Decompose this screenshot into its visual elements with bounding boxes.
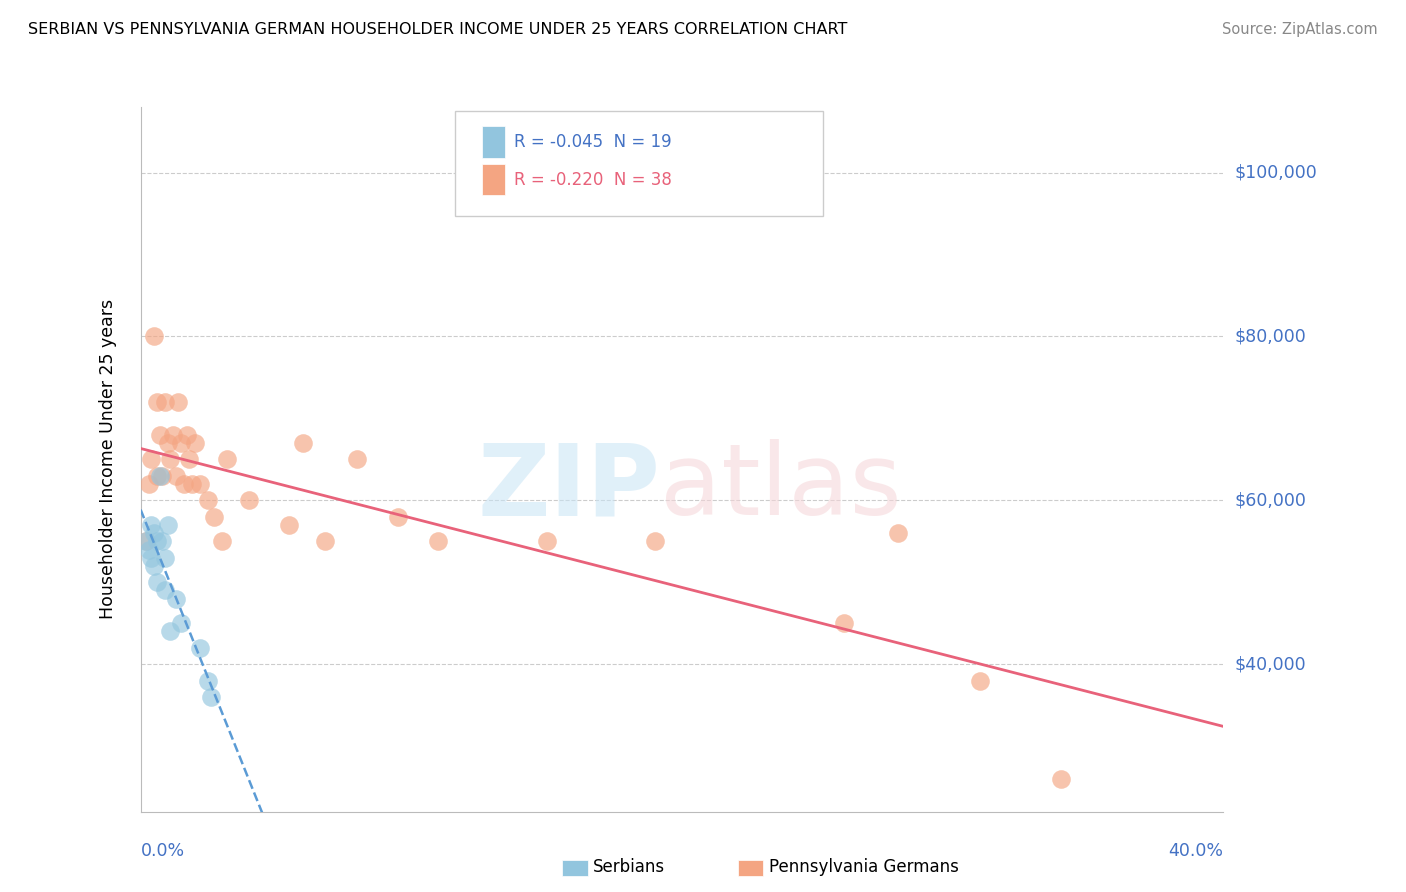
Point bbox=[200, 690, 222, 704]
Text: $80,000: $80,000 bbox=[1234, 327, 1306, 345]
Point bbox=[969, 673, 991, 688]
FancyBboxPatch shape bbox=[454, 111, 823, 216]
FancyBboxPatch shape bbox=[482, 127, 505, 158]
Text: R = -0.045  N = 19: R = -0.045 N = 19 bbox=[515, 133, 672, 152]
Point bbox=[138, 542, 160, 557]
Point bbox=[188, 640, 211, 655]
Point bbox=[292, 436, 315, 450]
Point bbox=[150, 468, 173, 483]
Point bbox=[165, 468, 187, 483]
Text: $40,000: $40,000 bbox=[1234, 656, 1306, 673]
Text: $60,000: $60,000 bbox=[1234, 491, 1306, 509]
Text: Source: ZipAtlas.com: Source: ZipAtlas.com bbox=[1222, 22, 1378, 37]
Point bbox=[173, 477, 195, 491]
Text: Serbians: Serbians bbox=[593, 858, 665, 876]
Point bbox=[183, 436, 207, 450]
Point bbox=[165, 591, 187, 606]
Point bbox=[314, 534, 336, 549]
Point bbox=[146, 534, 169, 549]
Text: 0.0%: 0.0% bbox=[141, 842, 184, 860]
Point bbox=[153, 550, 176, 565]
Text: R = -0.220  N = 38: R = -0.220 N = 38 bbox=[515, 170, 672, 188]
Point bbox=[146, 468, 169, 483]
Point bbox=[211, 534, 233, 549]
Text: SERBIAN VS PENNSYLVANIA GERMAN HOUSEHOLDER INCOME UNDER 25 YEARS CORRELATION CHA: SERBIAN VS PENNSYLVANIA GERMAN HOUSEHOLD… bbox=[28, 22, 848, 37]
Point bbox=[197, 493, 219, 508]
Y-axis label: Householder Income Under 25 years: Householder Income Under 25 years bbox=[98, 300, 117, 619]
Point bbox=[167, 395, 190, 409]
Point bbox=[146, 575, 169, 590]
Point bbox=[202, 509, 225, 524]
Point bbox=[156, 436, 179, 450]
Point bbox=[197, 673, 219, 688]
Point bbox=[217, 452, 239, 467]
Point bbox=[143, 526, 166, 541]
Point bbox=[148, 468, 170, 483]
Point bbox=[138, 477, 160, 491]
Point bbox=[153, 583, 176, 598]
Text: Pennsylvania Germans: Pennsylvania Germans bbox=[769, 858, 959, 876]
Point bbox=[143, 558, 166, 573]
Point bbox=[159, 452, 181, 467]
Point bbox=[143, 329, 166, 343]
Point bbox=[181, 477, 204, 491]
Point bbox=[346, 452, 368, 467]
Point bbox=[536, 534, 558, 549]
Point bbox=[427, 534, 450, 549]
Text: atlas: atlas bbox=[661, 439, 901, 536]
Point bbox=[278, 517, 301, 532]
Point bbox=[1049, 772, 1073, 786]
Point bbox=[387, 509, 409, 524]
Point bbox=[159, 624, 181, 639]
Point bbox=[150, 534, 173, 549]
FancyBboxPatch shape bbox=[482, 164, 505, 195]
Text: 40.0%: 40.0% bbox=[1168, 842, 1223, 860]
Point bbox=[179, 452, 201, 467]
Point bbox=[170, 616, 193, 631]
Point bbox=[141, 452, 163, 467]
Point bbox=[153, 395, 176, 409]
Point bbox=[141, 517, 163, 532]
Point bbox=[156, 517, 179, 532]
Point bbox=[644, 534, 666, 549]
Point bbox=[135, 534, 157, 549]
Point bbox=[176, 427, 198, 442]
Point bbox=[887, 526, 910, 541]
Text: $100,000: $100,000 bbox=[1234, 163, 1317, 182]
Point bbox=[148, 427, 170, 442]
Point bbox=[141, 550, 163, 565]
Point bbox=[146, 395, 169, 409]
Point bbox=[834, 616, 856, 631]
Point bbox=[188, 477, 211, 491]
Point bbox=[170, 436, 193, 450]
Point bbox=[135, 534, 157, 549]
Point bbox=[162, 427, 184, 442]
Point bbox=[238, 493, 260, 508]
Text: ZIP: ZIP bbox=[478, 439, 661, 536]
